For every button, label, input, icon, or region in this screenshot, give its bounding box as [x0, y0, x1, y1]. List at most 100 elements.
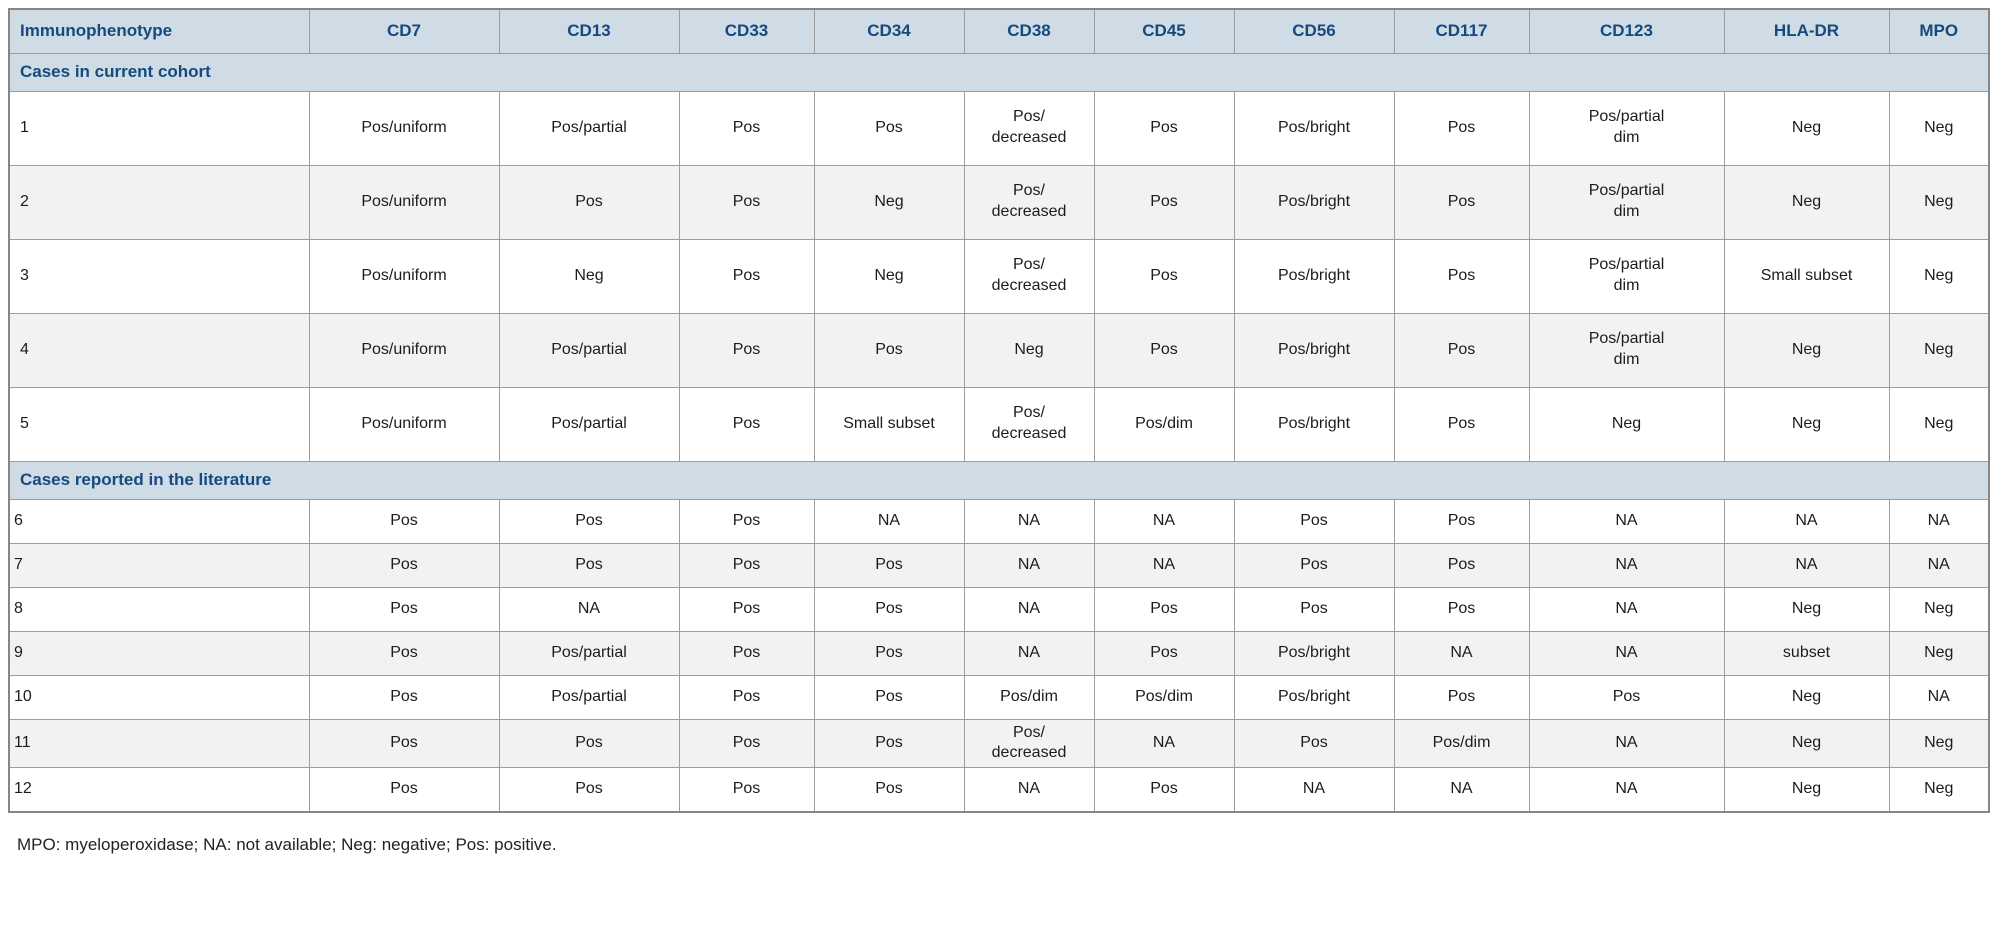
table-cell: Pos/dim: [963, 674, 1095, 720]
table-cell: Pos: [498, 542, 680, 588]
table-cell: Small subset: [1723, 238, 1890, 314]
table-cell: Pos: [813, 90, 965, 166]
table-cell: Pos/ decreased: [963, 90, 1095, 166]
table-cell: Pos: [1393, 586, 1530, 632]
table-cell: Neg: [1888, 238, 1990, 314]
table-cell: Pos: [308, 542, 500, 588]
table-cell: Pos: [1393, 238, 1530, 314]
table-cell: Pos/uniform: [308, 238, 500, 314]
table-row: 9 Pos Pos/partial Pos Pos NA Pos Pos/bright NA NA…: [8, 630, 1990, 676]
table-cell: Pos: [813, 718, 965, 769]
table-cell: Pos/uniform: [308, 386, 500, 462]
table-cell: NA: [813, 498, 965, 544]
table-cell: Pos: [813, 674, 965, 720]
table-cell: Pos/bright: [1233, 90, 1395, 166]
section-row: Cases in current cohort: [8, 52, 1990, 92]
column-header: CD7: [308, 8, 500, 54]
table-cell: Pos: [1233, 542, 1395, 588]
table-cell: NA: [1233, 767, 1395, 813]
table-cell: Pos/ decreased: [963, 164, 1095, 240]
page: Immunophenotype CD7 CD13 CD33 CD34 CD38 CD45 CD…: [8, 8, 1990, 854]
table-cell: Pos: [678, 90, 815, 166]
table-cell: NA: [1393, 630, 1530, 676]
table-row: 2 Pos/uniform Pos Pos Neg Pos/ decreased Pos Po…: [8, 164, 1990, 240]
table-row: 10 Pos Pos/partial Pos Pos Pos/dim Pos/dim Pos/…: [8, 674, 1990, 720]
column-header: CD56: [1233, 8, 1395, 54]
table-cell: Pos: [678, 312, 815, 388]
case-number-cell: 6: [8, 498, 310, 544]
table-cell: Pos: [1393, 498, 1530, 544]
table-cell: Pos/partial: [498, 630, 680, 676]
table-cell: Neg: [813, 238, 965, 314]
table-cell: NA: [963, 630, 1095, 676]
column-header: CD33: [678, 8, 815, 54]
table-cell: Neg: [1528, 386, 1725, 462]
table-cell: Pos: [813, 630, 965, 676]
table-cell: Pos: [1093, 164, 1235, 240]
table-cell: Neg: [1888, 767, 1990, 813]
header-row: Immunophenotype CD7 CD13 CD33 CD34 CD38 CD45 CD…: [8, 8, 1990, 54]
table-cell: Neg: [1888, 312, 1990, 388]
table-row: 7 Pos Pos Pos Pos NA NA Pos Pos NA NA NA: [8, 542, 1990, 588]
table-cell: Neg: [1723, 90, 1890, 166]
table-cell: Neg: [1888, 586, 1990, 632]
table-row: 1 Pos/uniform Pos/partial Pos Pos Pos/ decrea…: [8, 90, 1990, 166]
table-cell: Pos: [1093, 630, 1235, 676]
table-cell: Pos: [813, 767, 965, 813]
table-cell: Pos: [1528, 674, 1725, 720]
table-cell: Pos/partial dim: [1528, 312, 1725, 388]
table-cell: NA: [963, 498, 1095, 544]
table-cell: Pos: [678, 586, 815, 632]
table-cell: Neg: [1888, 718, 1990, 769]
column-header: CD117: [1393, 8, 1530, 54]
table-cell: Pos: [678, 674, 815, 720]
table-cell: Pos/partial dim: [1528, 90, 1725, 166]
table-cell: Neg: [1888, 164, 1990, 240]
table-cell: NA: [1093, 542, 1235, 588]
table-cell: Pos/ decreased: [963, 386, 1095, 462]
table-cell: Pos: [813, 312, 965, 388]
table-cell: NA: [1528, 630, 1725, 676]
case-number-cell: 4: [8, 312, 310, 388]
table-cell: Pos/uniform: [308, 312, 500, 388]
table-cell: Pos/partial dim: [1528, 164, 1725, 240]
table-cell: Pos: [678, 542, 815, 588]
column-header: MPO: [1888, 8, 1990, 54]
table-cell: Pos/dim: [1093, 674, 1235, 720]
table-cell: Neg: [813, 164, 965, 240]
table-row: 3 Pos/uniform Neg Pos Neg Pos/ decreased Pos Po…: [8, 238, 1990, 314]
table-cell: Pos: [1393, 90, 1530, 166]
column-header: HLA-DR: [1723, 8, 1890, 54]
case-number-cell: 12: [8, 767, 310, 813]
section-header: Cases reported in the literature: [8, 460, 1990, 500]
table-cell: Pos/bright: [1233, 164, 1395, 240]
column-header: CD38: [963, 8, 1095, 54]
case-number-cell: 10: [8, 674, 310, 720]
table-cell: Pos: [308, 718, 500, 769]
table-cell: Pos: [498, 164, 680, 240]
table-cell: Pos: [1393, 312, 1530, 388]
table-cell: Pos: [1093, 767, 1235, 813]
section-header: Cases in current cohort: [8, 52, 1990, 92]
table-cell: Pos: [498, 718, 680, 769]
case-number-cell: 3: [8, 238, 310, 314]
table-cell: Pos: [813, 586, 965, 632]
table-cell: Pos/bright: [1233, 386, 1395, 462]
table-cell: Neg: [1723, 718, 1890, 769]
case-number-cell: 9: [8, 630, 310, 676]
table-cell: Neg: [498, 238, 680, 314]
table-cell: Pos: [308, 586, 500, 632]
table-cell: Pos/dim: [1393, 718, 1530, 769]
table-cell: Pos: [498, 767, 680, 813]
table-row: 8 Pos NA Pos Pos NA Pos Pos Pos NA Neg Neg: [8, 586, 1990, 632]
table-cell: Pos/ decreased: [963, 238, 1095, 314]
table-row: 4 Pos/uniform Pos/partial Pos Pos Neg Pos Pos/b…: [8, 312, 1990, 388]
table-cell: Pos: [308, 674, 500, 720]
table-cell: Pos: [678, 164, 815, 240]
table-cell: Pos/partial: [498, 90, 680, 166]
table-cell: Pos: [1393, 386, 1530, 462]
table-header: Immunophenotype CD7 CD13 CD33 CD34 CD38 CD45 CD…: [8, 8, 1990, 54]
table-cell: Pos/bright: [1233, 674, 1395, 720]
table-cell: Pos: [813, 542, 965, 588]
table-cell: Neg: [1888, 630, 1990, 676]
